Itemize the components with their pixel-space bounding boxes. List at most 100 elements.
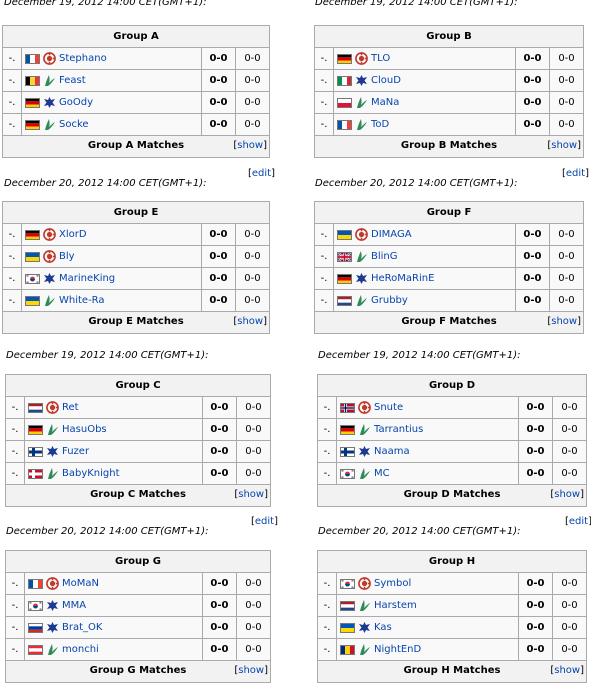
player-link[interactable]: XlorD <box>59 229 87 240</box>
match-score: 0-0 <box>201 572 237 595</box>
protoss-race-icon <box>358 643 371 656</box>
player-link[interactable]: Harstem <box>374 600 417 611</box>
player-link[interactable]: MaNa <box>371 97 400 108</box>
zerg-race-icon <box>358 401 371 414</box>
player-link[interactable]: HeRoMaRinE <box>371 273 435 284</box>
player-row: -. White-Ra 0-0 0-0 <box>2 289 271 312</box>
player-link[interactable]: Naama <box>374 446 410 457</box>
group-matches-label: Group E Matches <box>88 316 184 327</box>
player-link[interactable]: BabyKnight <box>62 468 120 479</box>
player-cell: Symbol <box>336 572 519 595</box>
player-link[interactable]: White-Ra <box>59 295 105 306</box>
match-score: 0-0 <box>517 616 553 639</box>
player-cell: ClouD <box>333 69 516 92</box>
player-link[interactable]: GoOdy <box>59 97 94 108</box>
edit-link[interactable]: edit <box>568 516 589 527</box>
player-link[interactable]: DIMAGA <box>371 229 412 240</box>
terran-race-icon <box>358 621 371 634</box>
player-cell: Brat_OK <box>24 616 203 639</box>
flag-south-korea-icon <box>28 600 43 611</box>
show-matches-link[interactable]: show <box>551 316 578 327</box>
player-link[interactable]: TLO <box>371 53 391 64</box>
flag-france-icon <box>25 53 40 64</box>
player-cell: Kas <box>336 616 519 639</box>
show-matches-link[interactable]: show <box>238 665 265 676</box>
player-position: -. <box>2 245 22 268</box>
player-cell: monchi <box>24 638 203 661</box>
player-position: -. <box>317 462 337 485</box>
player-link[interactable]: Kas <box>374 622 392 633</box>
player-cell: Stephano <box>21 47 202 70</box>
show-matches-link[interactable]: show <box>237 140 264 151</box>
player-link[interactable]: Socke <box>59 119 89 130</box>
zerg-race-icon <box>46 577 59 590</box>
flag-germany-icon <box>28 424 43 435</box>
player-link[interactable]: Tarrantius <box>374 424 424 435</box>
player-row: -. Stephano 0-0 0-0 <box>2 47 271 70</box>
player-position: -. <box>5 594 25 617</box>
protoss-race-icon <box>355 96 368 109</box>
edit-link[interactable]: edit <box>251 168 272 179</box>
player-cell: Naama <box>336 440 519 463</box>
player-link[interactable]: Feast <box>59 75 86 86</box>
player-link[interactable]: MarineKing <box>59 273 116 284</box>
player-position: -. <box>2 69 22 92</box>
player-position: -. <box>5 462 25 485</box>
flag-ukraine-icon <box>340 622 355 633</box>
terran-race-icon <box>46 599 59 612</box>
player-link[interactable]: HasuObs <box>62 424 107 435</box>
protoss-race-icon <box>358 423 371 436</box>
game-score: 0-0 <box>548 223 585 246</box>
game-score: 0-0 <box>548 91 585 114</box>
player-link[interactable]: monchi <box>62 644 99 655</box>
group-matches-bar: Group D Matches [show] <box>317 484 587 507</box>
player-cell: BabyKnight <box>24 462 203 485</box>
player-link[interactable]: ClouD <box>371 75 401 86</box>
player-link[interactable]: Brat_OK <box>62 622 103 633</box>
player-row: -. ClouD 0-0 0-0 <box>314 69 585 92</box>
player-link[interactable]: BlinG <box>371 251 398 262</box>
game-score: 0-0 <box>551 462 588 485</box>
player-link[interactable]: NightEnD <box>374 644 422 655</box>
player-cell: MC <box>336 462 519 485</box>
player-cell: XlorD <box>21 223 202 246</box>
player-link[interactable]: Symbol <box>374 578 412 589</box>
player-link[interactable]: ToD <box>371 119 390 130</box>
player-link[interactable]: MC <box>374 468 390 479</box>
group-d-table: Group D -. Snute 0-0 0-0 -. Tarrantius 0… <box>317 374 588 507</box>
match-score: 0-0 <box>200 267 236 290</box>
player-link[interactable]: Bly <box>59 251 75 262</box>
show-matches-link[interactable]: show <box>551 140 578 151</box>
player-cell: Socke <box>21 113 202 136</box>
player-position: -. <box>2 223 22 246</box>
player-link[interactable]: Grubby <box>371 295 408 306</box>
show-matches-link[interactable]: show <box>238 489 265 500</box>
edit-link[interactable]: edit <box>254 516 275 527</box>
player-position: -. <box>317 440 337 463</box>
group-f-date: December 20, 2012 14:00 CET(GMT+1): <box>315 178 518 189</box>
group-h-table: Group H -. Symbol 0-0 0-0 -. Harstem 0-0… <box>317 550 588 683</box>
player-position: -. <box>317 396 337 419</box>
show-matches-link[interactable]: show <box>554 665 581 676</box>
show-matches-link[interactable]: show <box>237 316 264 327</box>
match-score: 0-0 <box>200 223 236 246</box>
group-title: Group H <box>317 550 587 573</box>
player-position: -. <box>314 47 334 70</box>
show-matches-link[interactable]: show <box>554 489 581 500</box>
match-score: 0-0 <box>517 462 553 485</box>
match-score: 0-0 <box>200 47 236 70</box>
protoss-race-icon <box>43 294 56 307</box>
edit-section: [edit] <box>562 168 590 179</box>
player-cell: Feast <box>21 69 202 92</box>
player-link[interactable]: Stephano <box>59 53 107 64</box>
edit-link[interactable]: edit <box>565 168 586 179</box>
protoss-race-icon <box>46 423 59 436</box>
player-link[interactable]: Ret <box>62 402 79 413</box>
player-link[interactable]: Snute <box>374 402 404 413</box>
game-score: 0-0 <box>551 440 588 463</box>
player-row: -. GoOdy 0-0 0-0 <box>2 91 271 114</box>
player-link[interactable]: MMA <box>62 600 87 611</box>
player-position: -. <box>5 572 25 595</box>
player-link[interactable]: Fuzer <box>62 446 90 457</box>
player-link[interactable]: MoMaN <box>62 578 99 589</box>
